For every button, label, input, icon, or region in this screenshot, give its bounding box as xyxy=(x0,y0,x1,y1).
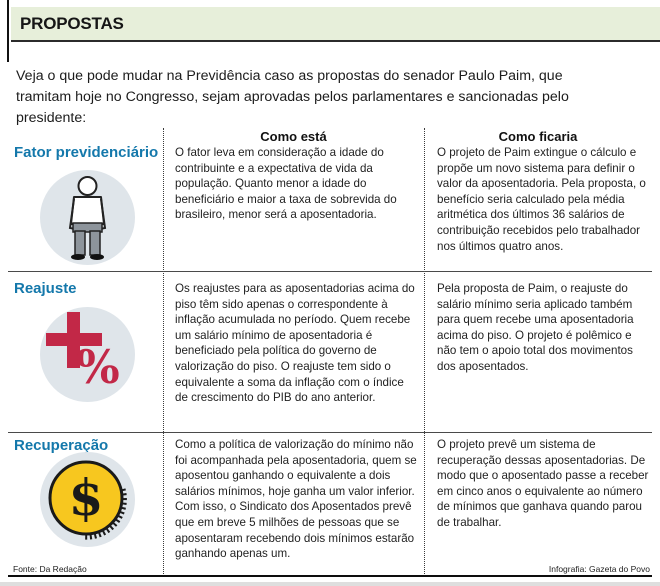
percent-sign: % xyxy=(76,340,120,394)
footer-rule xyxy=(8,575,652,577)
person-icon xyxy=(40,170,135,265)
page-title: PROPOSTAS xyxy=(20,14,124,33)
coin-icon-graphic: $ xyxy=(48,460,127,540)
row-separator-2 xyxy=(8,432,652,433)
cell-recuperacao-future: O projeto prevê um sistema de recuperaçã… xyxy=(437,438,649,529)
cell-fator-current: O fator leva em consideração a idade do … xyxy=(175,146,397,222)
row-label-fator-previdenciario: Fator previdenciário xyxy=(14,144,159,161)
row-label-recuperacao: Recuperação xyxy=(14,437,109,454)
row-separator-1 xyxy=(8,271,652,272)
footer-credit: Infografia: Gazeta do Povo xyxy=(548,564,650,574)
column-divider-1 xyxy=(163,128,164,574)
cell-reajuste-current: Os reajustes para as aposentadorias acim… xyxy=(175,282,415,405)
cell-recuperacao-current: Como a política de valorização do mínimo… xyxy=(175,438,417,561)
column-header-future: Como ficaria xyxy=(498,129,578,144)
plus-sign-bar xyxy=(67,312,80,368)
column-divider-2 xyxy=(424,128,425,574)
cell-fator-future: O projeto de Paim extingue o cálculo e p… xyxy=(437,146,646,253)
coin-icon: $ xyxy=(40,452,135,547)
title-bar: PROPOSTAS xyxy=(11,7,660,40)
footer-source: Fonte: Da Redação xyxy=(13,564,87,574)
left-edge-rule xyxy=(7,0,9,62)
column-header-current: Como está xyxy=(260,129,327,144)
person-icon-graphic xyxy=(68,176,107,260)
plus-percent-icon: % xyxy=(40,307,135,402)
dollar-sign: $ xyxy=(69,468,104,527)
bottom-edge-strip xyxy=(0,582,660,586)
plus-percent-icon-graphic: % xyxy=(40,307,135,402)
cell-reajuste-future: Pela proposta de Paim, o reajuste do sal… xyxy=(437,282,634,373)
title-underline xyxy=(11,40,660,42)
intro-text: Veja o que pode mudar na Previdência cas… xyxy=(16,68,569,126)
row-label-reajuste: Reajuste xyxy=(14,280,77,297)
